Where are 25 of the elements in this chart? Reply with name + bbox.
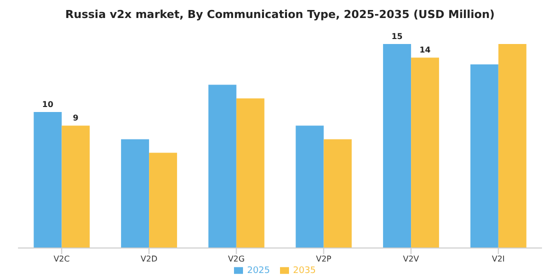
bar xyxy=(498,44,526,248)
bar xyxy=(121,139,150,248)
data-label: 9 xyxy=(72,114,79,123)
bar xyxy=(62,126,90,248)
x-tick-label: V2V xyxy=(402,254,420,264)
bar xyxy=(411,58,440,248)
x-tick-label: V2I xyxy=(492,254,505,264)
x-tick-label: V2P xyxy=(316,254,332,264)
data-label: 14 xyxy=(419,46,432,55)
chart-title: Russia v2x market, By Communication Type, 2025-2035 (USD Million) xyxy=(64,8,496,23)
bar xyxy=(208,84,236,248)
bar xyxy=(324,139,352,248)
bar xyxy=(470,64,498,248)
bar xyxy=(296,126,324,248)
x-tick-label: V2D xyxy=(140,254,158,264)
bar xyxy=(236,98,264,248)
bar xyxy=(34,112,62,248)
legend-label: 2025 xyxy=(247,266,270,276)
bar xyxy=(383,44,412,248)
x-tick-label: V2G xyxy=(228,254,245,264)
bar xyxy=(149,152,178,248)
x-tick-label: V2C xyxy=(54,254,70,264)
data-label: 10 xyxy=(42,100,54,109)
legend-label: 2035 xyxy=(293,266,316,276)
data-label: 15 xyxy=(391,32,404,41)
